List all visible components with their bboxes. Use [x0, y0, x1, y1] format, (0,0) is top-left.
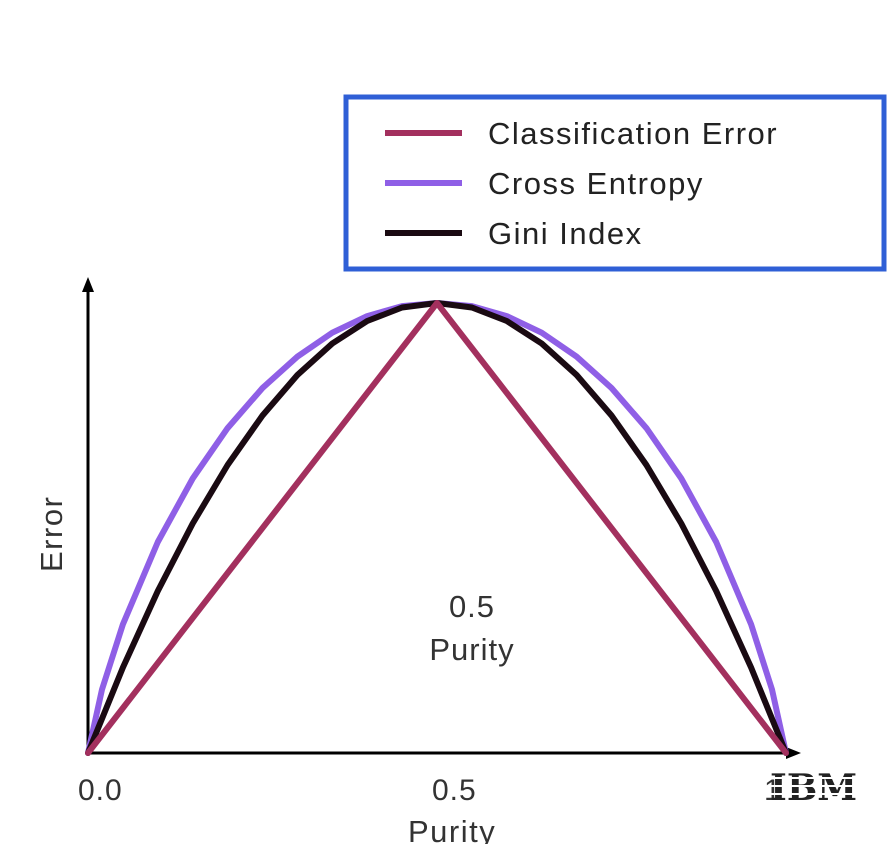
x-tick-label-0: 0.0 — [78, 774, 123, 807]
x-axis-arrow — [786, 747, 801, 759]
axes — [82, 277, 801, 759]
annotation-value: 0.5 — [449, 589, 495, 624]
ibm-logo: IBM — [768, 767, 868, 809]
x-tick-label-1: 0.5 — [432, 774, 477, 807]
y-axis-arrow — [82, 277, 94, 292]
ibm-logo-stripe — [768, 785, 868, 787]
ibm-logo-stripe — [768, 793, 868, 795]
series-line-gini-index — [85, 300, 789, 756]
x-axis-label: Purity — [408, 814, 496, 844]
series-line-classification-error — [85, 300, 789, 756]
x-tick-label-2: 1 — [764, 774, 782, 807]
annotation-label: Purity — [429, 632, 514, 667]
ibm-logo-stripe — [768, 777, 868, 779]
legend-label-gini-index: Gini Index — [488, 216, 643, 251]
y-axis-label: Error — [34, 496, 69, 572]
series-group — [85, 300, 789, 756]
legend-label-cross-entropy: Cross Entropy — [488, 166, 704, 201]
legend: Classification Error Cross Entropy Gini … — [343, 94, 887, 272]
ibm-logo-text: IBM — [770, 767, 857, 809]
legend-label-classification-error: Classification Error — [488, 116, 778, 151]
